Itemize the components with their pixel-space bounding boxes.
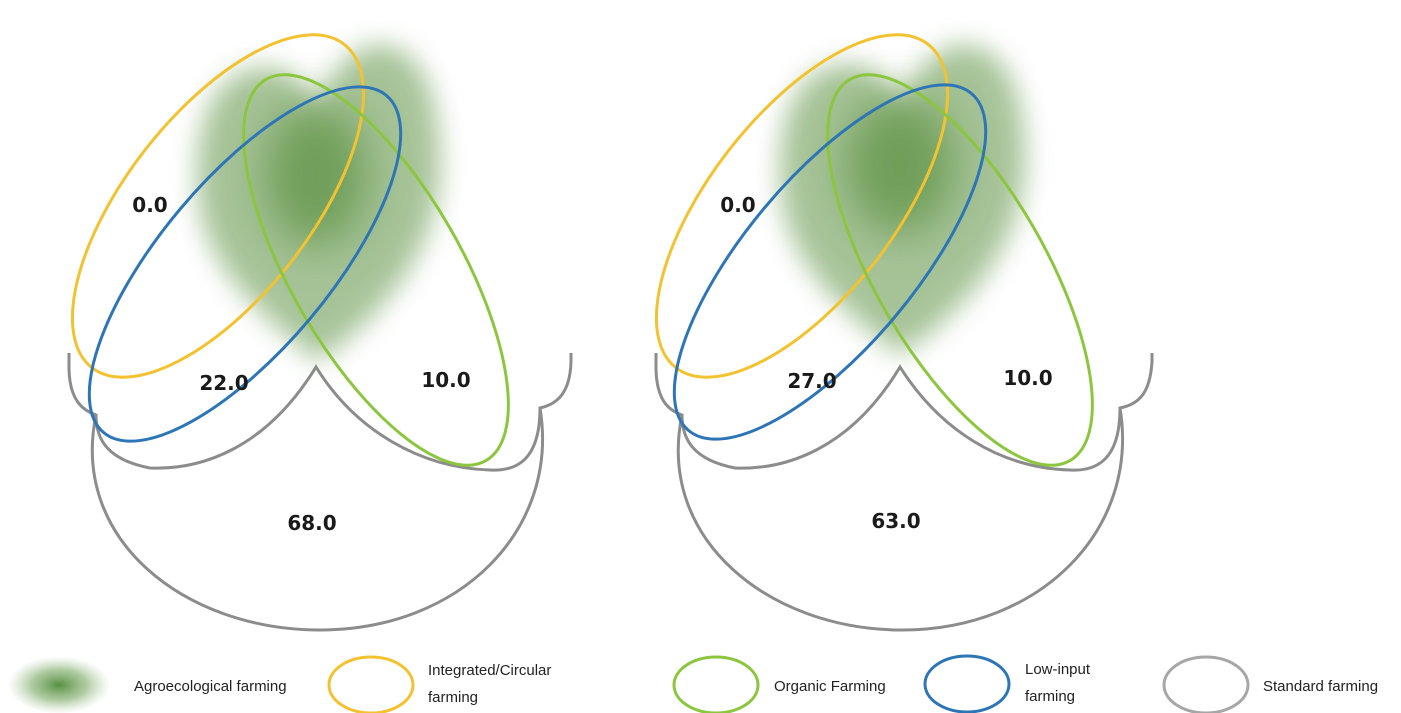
value-low-input-overlap: 22.0 — [199, 371, 248, 395]
standard-swatch-icon — [1162, 655, 1250, 713]
organic-swatch-icon — [672, 655, 760, 713]
legend-item-low-input: Low-input farming — [923, 654, 1091, 713]
agroecological-core — [264, 103, 368, 247]
legend-label-integrated-line2: farming — [428, 689, 478, 706]
legend-label-organic: Organic Farming — [774, 678, 886, 695]
low-input-ellipse — [672, 83, 988, 441]
value-standard-only: 63.0 — [871, 509, 920, 533]
legend-label-standard: Standard farming — [1263, 678, 1378, 695]
standard-farming-inner-outline — [94, 364, 542, 472]
value-low-input-overlap: 27.0 — [787, 369, 836, 393]
value-integrated-only: 0.0 — [720, 193, 755, 217]
value-integrated-only: 0.0 — [132, 193, 167, 217]
agroecological-swatch-icon — [9, 657, 109, 713]
low-input-ellipse — [87, 85, 403, 443]
legend-item-organic: Organic Farming — [672, 655, 886, 713]
value-organic-only: 10.0 — [421, 368, 470, 392]
standard-farming-outline — [67, 353, 573, 632]
venn-diagram-left: 0.0 22.0 10.0 68.0 — [67, 33, 573, 632]
legend-label-low-input-line2: farming — [1025, 688, 1075, 705]
standard-farming-outline — [654, 353, 1154, 632]
legend-item-standard: Standard farming — [1162, 655, 1378, 713]
legend-label-low-input-line1: Low-input — [1025, 661, 1091, 678]
legend: Agroecological farming Integrated/Circul… — [9, 654, 1378, 713]
standard-farming-inner-outline — [680, 364, 1122, 472]
legend-label-agroecological: Agroecological farming — [134, 678, 287, 695]
value-organic-only: 10.0 — [1003, 366, 1052, 390]
value-standard-only: 68.0 — [287, 511, 336, 535]
legend-item-integrated: Integrated/Circular farming — [327, 655, 551, 713]
legend-label-integrated-line1: Integrated/Circular — [428, 662, 551, 679]
integrated-circular-swatch-icon — [327, 655, 415, 713]
low-input-swatch-icon — [923, 654, 1011, 713]
organic-ellipse — [826, 73, 1094, 467]
venn-diagram-right: 0.0 27.0 10.0 63.0 — [654, 33, 1154, 632]
agroecological-core — [845, 95, 955, 235]
organic-ellipse — [242, 73, 510, 467]
legend-item-agroecological: Agroecological farming — [9, 657, 287, 713]
